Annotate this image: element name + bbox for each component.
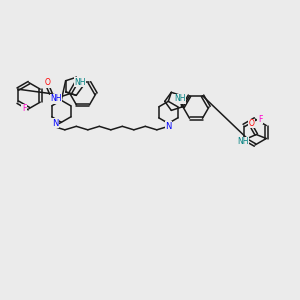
Text: NH: NH bbox=[50, 94, 62, 103]
Text: O: O bbox=[45, 78, 51, 87]
Text: NH: NH bbox=[74, 78, 86, 87]
Text: N: N bbox=[165, 122, 172, 131]
Text: F: F bbox=[22, 104, 26, 113]
Text: NH: NH bbox=[174, 94, 186, 103]
Text: O: O bbox=[248, 119, 254, 128]
Text: F: F bbox=[258, 115, 262, 124]
Text: NH: NH bbox=[238, 137, 249, 146]
Text: N: N bbox=[52, 119, 58, 128]
